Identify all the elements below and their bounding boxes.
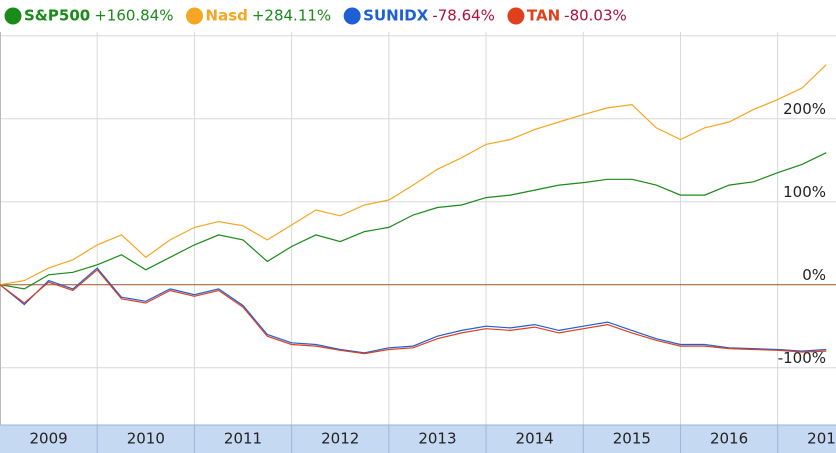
legend-marker — [4, 7, 22, 25]
x-tick-label: 2011 — [224, 430, 262, 448]
x-tick-label: 2016 — [710, 430, 748, 448]
legend-name: SUNIDX — [363, 7, 429, 25]
y-tick-label: 0% — [802, 266, 826, 284]
series-line — [0, 267, 827, 354]
y-tick-label: 200% — [783, 100, 826, 118]
legend-change: -80.03% — [564, 7, 627, 25]
legend-marker — [343, 7, 361, 25]
x-tick-label: 2012 — [321, 430, 359, 448]
y-tick-label: -100% — [778, 349, 826, 367]
legend-change: +284.11% — [252, 7, 331, 25]
series-line — [0, 64, 827, 286]
x-tick-label: 2015 — [613, 430, 651, 448]
x-tick-label: 2013 — [418, 430, 456, 448]
x-tick-label: 2014 — [516, 430, 554, 448]
legend-change: -78.64% — [432, 7, 495, 25]
series-line — [0, 268, 827, 355]
x-tick-label: 2017 — [807, 430, 836, 448]
legend-name: TAN — [527, 7, 560, 25]
x-axis-band — [0, 425, 836, 453]
legend-name: Nasd — [206, 7, 248, 25]
legend-change: +160.84% — [94, 7, 173, 25]
x-tick-label: 2010 — [127, 430, 165, 448]
x-tick-label: 2009 — [30, 430, 68, 448]
legend-marker — [186, 7, 204, 25]
legend-name: S&P500 — [24, 7, 90, 25]
legend-marker — [507, 7, 525, 25]
y-tick-label: 100% — [783, 183, 826, 201]
series-line — [0, 152, 827, 290]
legend-background — [0, 0, 836, 32]
